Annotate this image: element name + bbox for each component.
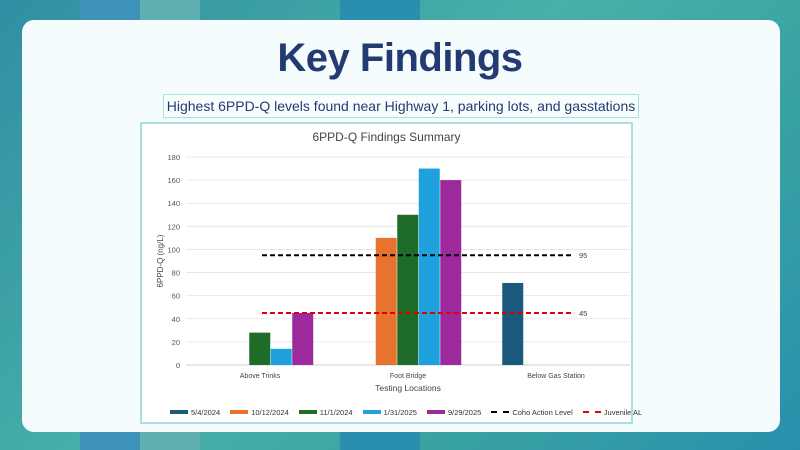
legend-label: 9/29/2025 [447,407,482,417]
background-block [80,432,140,450]
background-block [340,432,420,450]
reference-line-label: 45 [579,309,587,318]
y-tick-label: 180 [167,153,180,162]
legend-label: Juvenile AL [603,407,643,417]
y-tick-label: 80 [172,269,180,278]
legend-item-series-3: 1/31/2025 [362,407,417,417]
legend-swatch [426,410,445,414]
x-tick-label: Above Trinks [240,373,281,380]
background-block [340,0,420,20]
background-block [140,0,200,20]
slide-subtitle: Highest 6PPD-Q levels found near Highway… [163,94,639,118]
bar-11-1-2024-1 [397,214,419,365]
legend-label: 11/1/2024 [319,407,353,417]
y-tick-label: 40 [172,315,180,324]
chart-title: 6PPD-Q Findings Summary [312,130,461,144]
legend-label: 5/4/2024 [191,407,221,417]
y-tick-label: 140 [167,199,180,208]
x-axis-label: Testing Locations [375,383,441,393]
legend-item-series-2: 11/1/2024 [298,407,353,417]
background-block [80,0,140,20]
legend-swatch [582,411,601,413]
legend-item-series-1: 10/12/2024 [230,408,289,417]
subtitle-text: Highest 6PPD-Q levels found near Highway… [166,98,636,114]
legend-item-juvenile: Juvenile AL [582,407,643,417]
legend-swatch [230,410,249,414]
legend-item-coho: Coho Action Level [491,407,573,417]
bar-5-4-2024-2 [502,282,524,365]
y-axis-label: 6PPD-Q (ng/L) [156,234,165,287]
legend-label: Coho Action Level [512,407,573,417]
legend-swatch [170,410,188,414]
bar-11-1-2024-0 [249,332,271,365]
legend-swatch [491,411,510,413]
y-tick-label: 0 [176,361,180,370]
y-tick-label: 20 [172,338,180,347]
background-block [140,432,200,450]
x-tick-label: Below Gas Station [527,373,585,380]
bar-1-31-2025-1 [418,168,440,365]
bar-1-31-2025-0 [270,348,292,365]
bar-10-12-2024-1 [375,237,397,365]
y-tick-label: 160 [167,176,180,185]
slide-title: Key Findings [277,36,523,80]
legend-label: 10/12/2024 [251,407,289,417]
y-tick-label: 100 [167,245,180,254]
reference-line-label: 95 [579,251,587,260]
y-tick-label: 60 [172,292,180,301]
bar-9-29-2025-0 [292,313,314,365]
bar-9-29-2025-1 [440,180,462,365]
legend-item-series-0: 5/4/2024 [170,408,220,417]
legend-item-series-4: 9/29/2025 [426,407,482,417]
chart-legend: 5/4/2024 10/12/2024 11/1/2024 1/31/2025 … [170,405,642,419]
legend-swatch [362,410,381,414]
legend-swatch [298,410,317,414]
legend-label: 1/31/2025 [383,407,417,417]
x-tick-label: Foot Bridge [390,373,426,380]
y-tick-label: 120 [167,222,180,231]
